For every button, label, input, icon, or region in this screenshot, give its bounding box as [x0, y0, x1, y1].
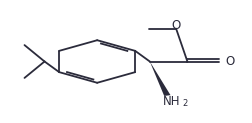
Text: 2: 2 [182, 99, 188, 108]
Text: NH: NH [163, 94, 181, 108]
Polygon shape [150, 62, 171, 96]
Text: O: O [172, 19, 181, 31]
Text: O: O [225, 55, 234, 68]
